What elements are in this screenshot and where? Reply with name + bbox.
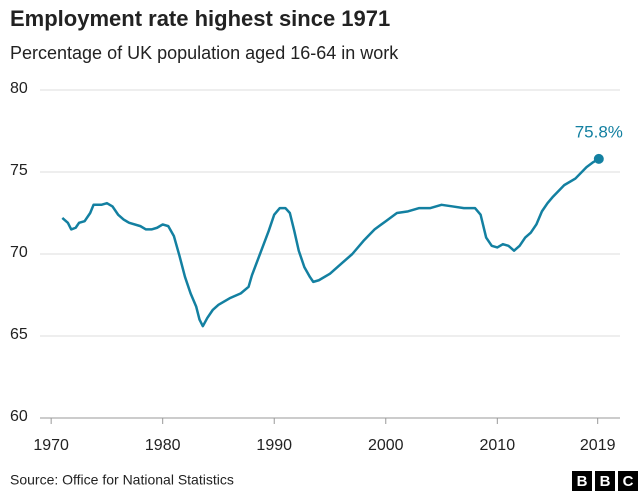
chart-title: Employment rate highest since 1971	[10, 6, 390, 31]
x-tick-label: 2010	[480, 437, 516, 454]
x-tick-label: 2000	[368, 437, 404, 454]
y-tick-label: 65	[10, 326, 28, 343]
logo-letter: B	[577, 473, 588, 490]
y-tick-label: 80	[10, 80, 28, 97]
x-tick-label: 1980	[145, 437, 181, 454]
y-tick-label: 75	[10, 162, 28, 179]
chart-subtitle: Percentage of UK population aged 16-64 i…	[10, 43, 399, 63]
logo-box	[572, 471, 592, 491]
logo-box	[618, 471, 638, 491]
logo-box	[595, 471, 615, 491]
end-point	[593, 153, 604, 164]
y-tick-label: 60	[10, 408, 28, 425]
annotation: 75.8%	[575, 122, 623, 141]
y-tick-label: 70	[10, 244, 28, 261]
x-tick-label: 1990	[256, 437, 292, 454]
source: Source: Office for National Statistics	[10, 472, 234, 488]
line	[61, 157, 600, 328]
x-tick-label: 1970	[33, 437, 69, 454]
logo-letter: C	[623, 473, 634, 490]
logo-letter: B	[600, 473, 611, 490]
x-tick-label: 2019	[580, 437, 616, 454]
